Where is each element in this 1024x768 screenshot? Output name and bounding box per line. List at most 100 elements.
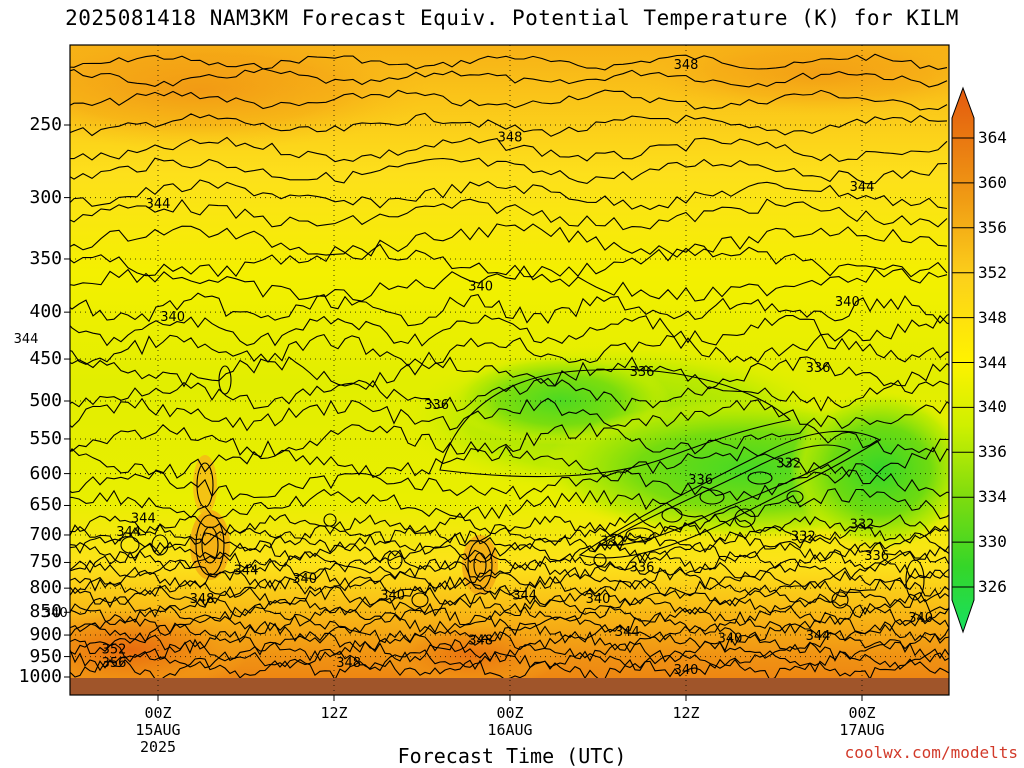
y-tick-label: 700 xyxy=(29,523,62,545)
contour-label: 332 xyxy=(791,530,816,545)
contour-line xyxy=(70,593,949,619)
contour-label: 344 xyxy=(512,589,537,604)
y-tick-label: 350 xyxy=(29,247,62,269)
colorbar-label: 326 xyxy=(978,577,1007,596)
contour-label: 336 xyxy=(864,549,889,564)
contour-line xyxy=(70,53,948,71)
contour-label: 336 xyxy=(630,561,655,576)
contour-label: 344 xyxy=(116,525,141,540)
contour-cell xyxy=(411,592,429,608)
y-tick-label: 500 xyxy=(29,390,62,411)
colorbar-label: 340 xyxy=(978,397,1007,417)
contour-line xyxy=(70,223,948,258)
contour-line xyxy=(70,584,949,609)
contour-label: 340 xyxy=(380,589,405,604)
contour-label: 336 xyxy=(630,365,655,380)
credit-text: coolwx.com/modelts xyxy=(844,743,1018,762)
contour-cell xyxy=(201,526,219,564)
contour-label: 348 xyxy=(336,656,361,671)
contour-label: 340 xyxy=(160,310,185,325)
contour-cell xyxy=(786,490,804,504)
contour-cell xyxy=(467,540,493,590)
x-tick-time: 12Z xyxy=(320,704,348,722)
contour-cell xyxy=(625,527,655,543)
x-tick-label: 12Z xyxy=(626,705,746,739)
contour-cell xyxy=(593,553,607,567)
contour-cell xyxy=(323,513,337,527)
contour-label: 356 xyxy=(102,656,127,671)
contour-label: 336 xyxy=(424,398,449,413)
chart-title: 2025081418 NAM3KM Forecast Equiv. Potent… xyxy=(65,6,959,30)
contour-line xyxy=(598,444,852,546)
colorbar-separators xyxy=(952,137,974,588)
y-tick-label: 800 xyxy=(29,577,62,599)
contour-line xyxy=(439,368,792,478)
contour-label: 340 xyxy=(586,592,611,607)
contour-line xyxy=(70,445,949,479)
colorbar-label: 360 xyxy=(978,172,1007,192)
y-tick-label: 450 xyxy=(29,348,62,370)
contour-cell xyxy=(831,591,849,609)
low-orange-left xyxy=(70,605,250,695)
contour-line xyxy=(70,292,949,327)
x-tick-label: 00Z 17AUG xyxy=(802,705,922,739)
contour-label: 344 xyxy=(146,197,171,212)
colorbar-label: 330 xyxy=(978,532,1007,552)
contour-line xyxy=(70,422,949,458)
contour-line xyxy=(70,648,949,673)
x-tick-date xyxy=(274,722,394,739)
contour-line xyxy=(70,611,949,637)
y-tick-label: 650 xyxy=(29,494,62,516)
contour-cell xyxy=(120,536,140,554)
contour-label: 336 xyxy=(688,473,713,488)
x-tick-date: 17AUG xyxy=(839,721,885,739)
contour-line xyxy=(70,620,949,645)
colorbar-label: 352 xyxy=(978,262,1007,282)
contour-line xyxy=(70,530,949,556)
x-tick-label: 00Z 16AUG xyxy=(450,705,570,739)
contour-line xyxy=(70,179,948,211)
y-tick-label: 950 xyxy=(29,645,62,667)
x-tick-year: 2025 xyxy=(139,738,177,756)
contour-line xyxy=(70,157,948,185)
contour-cell xyxy=(747,471,773,485)
contour-label: 340 xyxy=(718,632,743,647)
contour-label: 348 xyxy=(498,131,523,146)
contour-label: 344 xyxy=(234,563,259,578)
contour-label: 344 xyxy=(615,625,640,640)
contour-cell xyxy=(387,550,403,570)
x-tick-time: 00Z xyxy=(848,704,876,722)
contour-line xyxy=(70,557,949,583)
colorbar-body xyxy=(951,86,975,634)
y-tick-label: 550 xyxy=(29,427,62,449)
y-tick-label: 250 xyxy=(29,114,62,135)
contour-cell xyxy=(473,552,487,578)
y-tick-label: 900 xyxy=(29,624,62,646)
tick-marks xyxy=(64,124,863,701)
contour-label: 344 xyxy=(850,180,875,195)
contour-line xyxy=(70,89,948,111)
contour-label: 336 xyxy=(806,361,831,376)
contour-cell xyxy=(196,462,214,508)
contour-line xyxy=(70,265,948,302)
contour-line xyxy=(70,198,948,231)
contour-cell xyxy=(661,507,683,523)
contour-line xyxy=(70,112,948,137)
y-tick-label: 1000 xyxy=(18,666,62,687)
colorbar-label: 356 xyxy=(978,217,1007,237)
contour-line xyxy=(70,356,949,390)
contour-label: 352 xyxy=(102,642,127,657)
contour-cell xyxy=(195,514,225,576)
x-tick-time: 12Z xyxy=(672,704,700,722)
contour-label: 340 xyxy=(43,606,68,621)
upper-orange-right xyxy=(640,45,949,115)
colorbar-label: 344 xyxy=(978,352,1007,372)
colorbar xyxy=(951,86,975,634)
upper-orange xyxy=(70,45,430,150)
x-tick-date: 16AUG xyxy=(487,721,533,739)
contour-label: 348 xyxy=(674,58,699,73)
colorbar-label: 334 xyxy=(978,487,1007,507)
contour-line xyxy=(70,333,949,367)
contour-label: 340 xyxy=(908,611,933,626)
